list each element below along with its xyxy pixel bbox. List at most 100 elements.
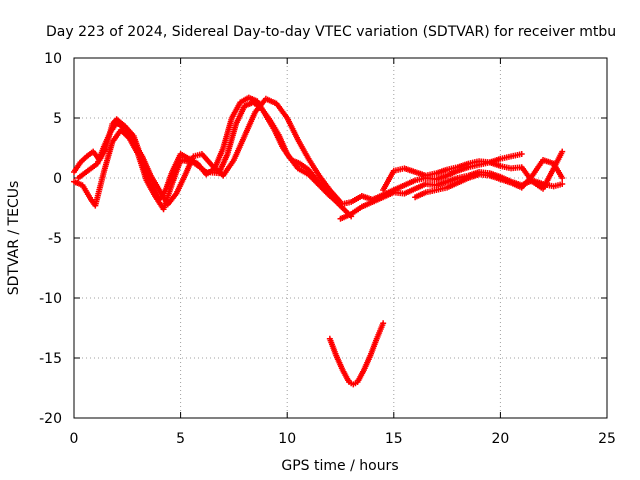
data-point-trail [225,122,239,156]
data-point-trail [80,184,93,201]
y-tick-label: -20 [39,411,62,427]
data-point-trail [115,121,127,131]
data-point-trail [166,192,179,206]
data-point-trail [83,166,93,175]
data-point-trail [72,161,83,174]
data-point-trail [92,170,107,207]
data-point-trail [306,172,321,187]
series-track-g [412,157,566,201]
data-point-trail [85,149,95,159]
data-point-trail [174,174,188,195]
data-point-trail [182,155,196,177]
data-point-trail [259,107,272,122]
data-point-trail [285,152,300,170]
data-point-trail [253,97,268,114]
data-point-trail [144,179,158,198]
data-point-trail [89,198,98,208]
data-point-trail [540,167,556,191]
data-point-trail [242,110,258,138]
y-tick-label: 5 [53,111,62,127]
y-tick-label: -5 [48,231,62,247]
data-point-trail [510,151,523,159]
data-point [380,320,387,327]
data-point-trail [296,166,310,177]
axis-ticks: 0 5 10 15 20 25 -20 -15 -10 -5 0 5 10 [39,51,616,447]
chart-title: Day 223 of 2024, Sidereal Day-to-day VTE… [46,24,616,40]
data-point-trail [139,155,153,177]
data-point-trail [349,205,364,216]
data-point-trail [360,199,374,209]
data-point-trail [229,101,243,120]
y-tick-label: 0 [53,171,62,187]
data-point-trail [334,354,345,372]
data-point [337,199,344,205]
data-point-trail [530,158,545,177]
x-tick-label: 15 [385,431,403,447]
series-track-a [71,94,355,220]
x-tick-label: 10 [278,431,296,447]
data-point-trail [340,368,352,384]
data-point-trail [191,160,208,174]
data-point-trail [274,102,290,120]
data-point-trail [456,175,470,185]
data-point-trail [285,116,300,141]
data-point-trail [381,187,396,197]
data-point-trail [221,158,236,177]
data-point-trail [233,104,247,126]
data-point-trail [413,181,428,191]
series-track-b [71,99,365,213]
y-tick-label: -15 [39,351,62,367]
x-tick-label: 5 [176,431,185,447]
data-point-trail [424,170,438,179]
series-track-c [75,95,344,208]
y-tick-label: 10 [44,51,62,67]
data-point-trail [445,168,459,178]
data-point-trail [349,194,364,204]
data-point-trail [413,190,428,200]
data-point-trail [306,157,322,177]
data-point-trail [339,211,353,221]
data-point-trail [131,140,145,158]
data-point-trail [101,140,115,174]
data-point-trail [200,152,215,168]
data-point-trail [361,354,373,372]
x-tick-label: 20 [491,431,509,447]
x-axis-title: GPS time / hours [281,458,398,474]
data-point-trail [295,138,311,161]
data-point-trail [317,183,332,198]
data-point-trail [520,174,535,190]
data-point-trail [231,134,247,162]
data-point-trail [89,161,99,171]
data-point-trail [499,153,512,162]
data-point-trail [381,169,396,192]
y-axis-title: SDTVAR / TECUs [6,181,22,296]
series-track-f [358,151,525,203]
x-tick-label: 25 [598,431,616,447]
data-point [518,151,525,157]
data-point-trail [445,180,459,190]
data-point-trail [192,151,203,159]
data-point-trail [328,188,343,204]
data-point [559,148,566,155]
data-point-trail [123,127,136,144]
data-point-trail [101,131,113,148]
data-point-trail [298,161,310,172]
data-point-trail [374,322,386,340]
data-point-trail [552,181,564,189]
data-point-trail [551,162,565,180]
data-point-trail [403,186,417,196]
data-point [559,181,566,187]
data-point-trail [276,133,290,156]
data-point [559,175,566,181]
data-point-trail [76,171,87,180]
data-point-trail [317,174,332,192]
x-tick-label: 0 [70,431,79,447]
data-point-trail [268,119,281,136]
data-point-trail [392,183,406,193]
data-point-trail [78,154,89,164]
y-tick-label: -10 [39,291,62,307]
data-point-trail [499,163,512,171]
data-point-trail [355,368,367,384]
data-point-trail [509,180,523,190]
